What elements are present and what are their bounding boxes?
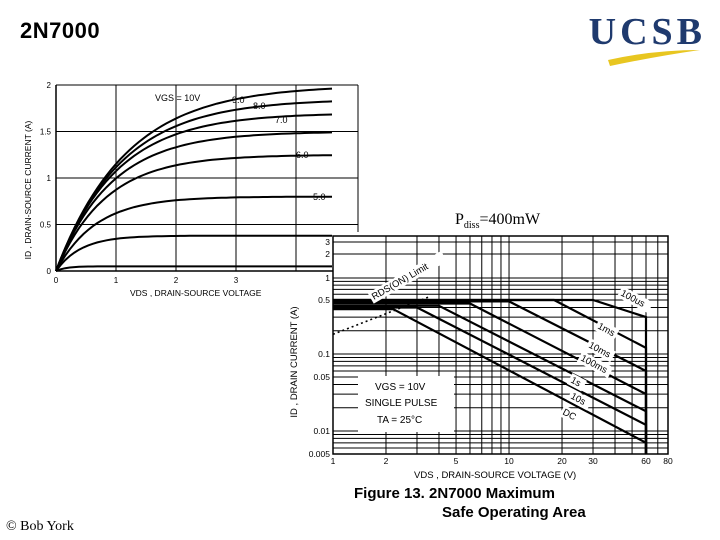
curve-7.0 xyxy=(55,131,333,272)
annotation-bg xyxy=(576,351,614,379)
x-axis-label: VDS , DRAIN-SOURCE VOLTAGE xyxy=(130,288,262,298)
plot-frame xyxy=(332,235,669,455)
y-tick-label: 0.05 xyxy=(313,372,330,382)
annotation-bg xyxy=(566,373,587,392)
curve-label: 8.0 xyxy=(253,101,266,111)
x-tick-label: 2 xyxy=(174,276,179,285)
annotation-bg xyxy=(593,319,620,341)
output-characteristics-chart: 0 0.5 1 1.5 2 0 1 2 3 VGS = 10V 9.0 8.0 7.0 6.0 5.0 VDS… xyxy=(23,81,359,298)
caption-line-2: Safe Operating Area xyxy=(442,504,586,521)
annotation-bg xyxy=(558,405,579,424)
ucsb-logo: UCSB xyxy=(589,11,706,66)
y-tick-label: 1.5 xyxy=(40,128,52,137)
curve-label: 6.0 xyxy=(296,150,309,160)
y-tick-label: 0.01 xyxy=(313,426,330,436)
caption-line-1: Figure 13. 2N7000 Maximum xyxy=(354,485,555,502)
curve-8.0 xyxy=(55,113,333,272)
y-tick-label: 2 xyxy=(325,249,330,259)
legend-box xyxy=(358,376,454,432)
x-tick-label: 1 xyxy=(114,276,119,285)
curve-label: 9.0 xyxy=(232,95,245,105)
x-tick-label: 10 xyxy=(504,456,514,466)
y-tick-label: 0.5 xyxy=(40,221,52,230)
annotation-bg xyxy=(616,286,654,314)
soa-curve-RDS-ON-Limit xyxy=(332,296,430,336)
x-axis-label: VDS , DRAIN-SOURCE VOLTAGE (V) xyxy=(414,470,576,481)
y-tick-label: 0.1 xyxy=(318,349,330,359)
curve-5.0 xyxy=(55,195,332,272)
x-tick-label: 80 xyxy=(663,456,673,466)
legend-text: VGS = 10V xyxy=(375,382,426,393)
annotation-bg xyxy=(566,389,593,411)
x-tick-label: 60 xyxy=(641,456,651,466)
figure-caption: Figure 13. 2N7000 Maximum Safe Operating… xyxy=(354,484,586,522)
legend-text: TA = 25°C xyxy=(377,415,422,426)
y-tick-label: 0 xyxy=(47,267,52,276)
curve-6.0 xyxy=(55,154,333,272)
y-tick-label: 0.005 xyxy=(309,449,331,459)
annotation-bg xyxy=(584,338,616,363)
curve-label: 5.0 xyxy=(313,192,326,202)
x-tick-label: 3 xyxy=(234,276,239,285)
x-tick-label: 5 xyxy=(454,456,459,466)
x-tick-label: 1 xyxy=(331,456,336,466)
soa-curve-10s xyxy=(333,306,648,454)
ucsb-logo-swoosh xyxy=(608,50,700,66)
curve-label: VGS = 10V xyxy=(155,93,200,103)
curve-unlabeled xyxy=(55,265,332,272)
footer-copyright: © Bob York xyxy=(6,519,74,534)
x-tick-label: 2 xyxy=(384,456,389,466)
y-tick-label: 3 xyxy=(325,237,330,247)
slide-title: 2N7000 xyxy=(20,18,101,43)
curve-9.0 xyxy=(55,100,333,272)
x-tick-label: 20 xyxy=(557,456,567,466)
y-tick-label: 1 xyxy=(325,273,330,283)
x-tick-label: 0 xyxy=(54,276,59,285)
pdiss-label: Pdiss=400mW xyxy=(455,211,541,232)
y-axis-label: ID , DRAIN CURRENT (A) xyxy=(289,306,300,417)
y-axis-label: ID , DRAIN-SOURCE CURRENT (A) xyxy=(23,120,33,259)
y-tick-label: 1 xyxy=(47,174,52,183)
curve-VGS-=-10V xyxy=(55,87,333,272)
y-tick-label: 0.5 xyxy=(318,295,330,305)
y-tick-label: 2 xyxy=(47,81,52,90)
soa-curve-DC xyxy=(333,308,648,454)
soa-annotation: 1s xyxy=(569,375,583,390)
x-tick-label: 30 xyxy=(588,456,598,466)
curve-unlabeled xyxy=(55,234,332,272)
curve-label: 7.0 xyxy=(275,115,288,125)
ucsb-logo-text: UCSB xyxy=(589,11,706,53)
annotation-bg xyxy=(367,250,448,304)
legend-text: SINGLE PULSE xyxy=(365,398,438,409)
